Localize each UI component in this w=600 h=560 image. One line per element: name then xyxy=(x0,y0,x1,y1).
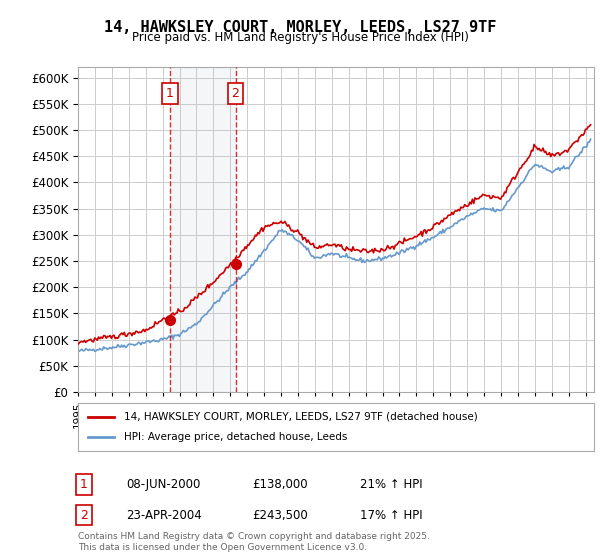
Text: 23-APR-2004: 23-APR-2004 xyxy=(126,508,202,522)
Text: £243,500: £243,500 xyxy=(252,508,308,522)
Text: 1: 1 xyxy=(166,87,174,100)
Text: 2: 2 xyxy=(232,87,239,100)
Text: 1: 1 xyxy=(80,478,88,491)
Bar xyxy=(170,67,236,392)
Text: £138,000: £138,000 xyxy=(252,478,308,491)
Text: Contains HM Land Registry data © Crown copyright and database right 2025.
This d: Contains HM Land Registry data © Crown c… xyxy=(78,532,430,552)
Text: 17% ↑ HPI: 17% ↑ HPI xyxy=(360,508,422,522)
Text: 14, HAWKSLEY COURT, MORLEY, LEEDS, LS27 9TF (detached house): 14, HAWKSLEY COURT, MORLEY, LEEDS, LS27 … xyxy=(124,412,478,422)
Text: Price paid vs. HM Land Registry's House Price Index (HPI): Price paid vs. HM Land Registry's House … xyxy=(131,31,469,44)
Text: 21% ↑ HPI: 21% ↑ HPI xyxy=(360,478,422,491)
Text: 08-JUN-2000: 08-JUN-2000 xyxy=(126,478,200,491)
Text: HPI: Average price, detached house, Leeds: HPI: Average price, detached house, Leed… xyxy=(124,432,348,442)
Text: 2: 2 xyxy=(80,508,88,522)
Text: 14, HAWKSLEY COURT, MORLEY, LEEDS, LS27 9TF: 14, HAWKSLEY COURT, MORLEY, LEEDS, LS27 … xyxy=(104,20,496,35)
